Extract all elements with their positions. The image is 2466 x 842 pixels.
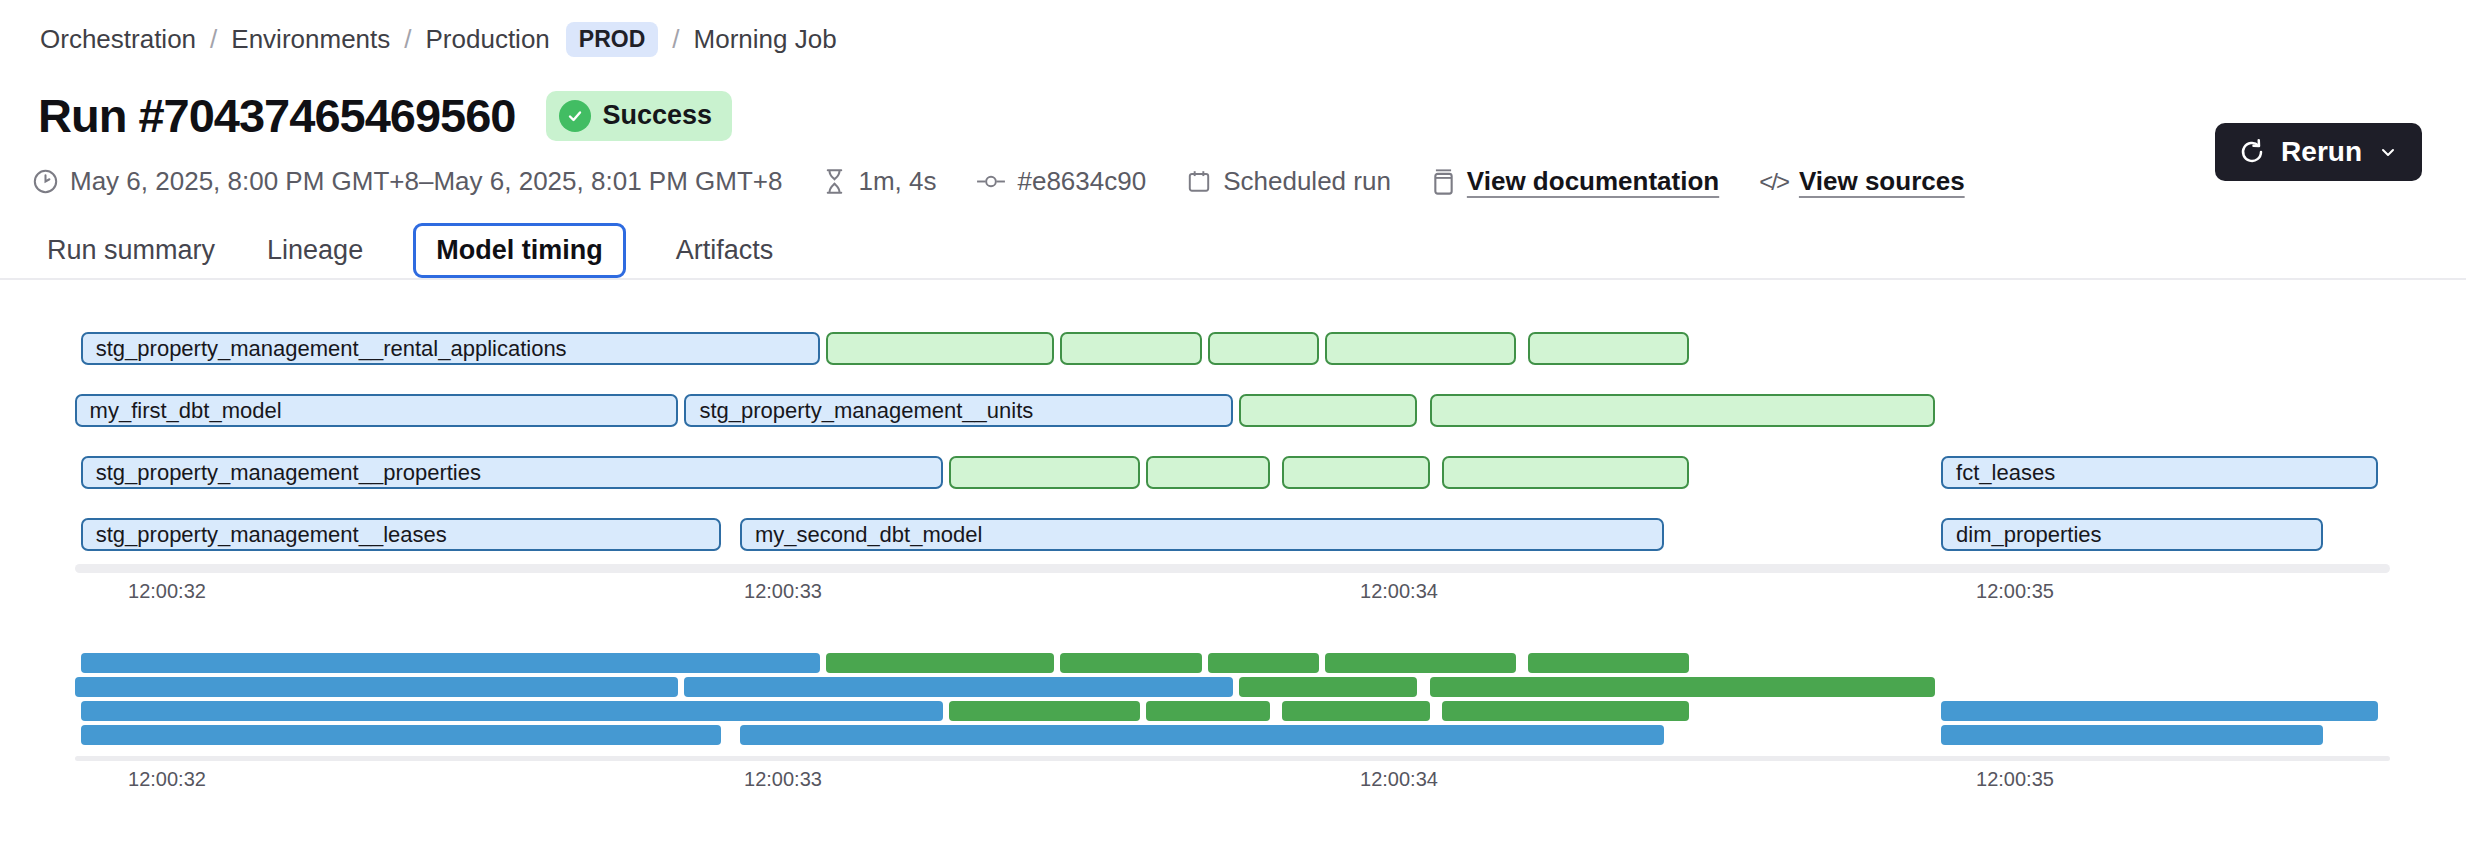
breadcrumb-separator: / <box>404 24 411 55</box>
minimap-bar[interactable] <box>1146 701 1269 721</box>
axis-tick-label: 12:00:33 <box>744 580 822 603</box>
git-commit-icon <box>976 168 1006 195</box>
view-documentation-link-wrap: View documentation <box>1431 166 1719 197</box>
axis-tick-label: 12:00:32 <box>128 768 206 791</box>
tab-artifacts[interactable]: Artifacts <box>674 226 776 275</box>
minimap-bar-my_second_dbt_model[interactable] <box>740 725 1664 745</box>
minimap-bar[interactable] <box>1528 653 1688 673</box>
minimap-bar[interactable] <box>826 653 1054 673</box>
minimap-bar-stg_property_management__rental_applications[interactable] <box>81 653 820 673</box>
gantt-bar[interactable] <box>1325 332 1516 365</box>
clock-icon <box>32 168 59 195</box>
tab-lineage[interactable]: Lineage <box>265 226 365 275</box>
minimap-bar-my_first_dbt_model[interactable] <box>75 677 679 697</box>
rerun-button[interactable]: Rerun <box>2215 123 2422 181</box>
run-time-range: May 6, 2025, 8:00 PM GMT+8–May 6, 2025, … <box>32 166 782 197</box>
gantt-bar[interactable] <box>1208 332 1319 365</box>
axis-tick-label: 12:00:34 <box>1360 580 1438 603</box>
minimap-bar[interactable] <box>1325 653 1516 673</box>
run-detail-page: Orchestration / Environments / Productio… <box>0 0 2466 842</box>
breadcrumb-separator: / <box>210 24 217 55</box>
horizontal-scrollbar[interactable] <box>75 564 2390 573</box>
title-row: Run #70437465469560 Success <box>38 88 732 143</box>
gantt-bar-stg_property_management__rental_applications[interactable]: stg_property_management__rental_applicat… <box>81 332 820 365</box>
breadcrumb-production[interactable]: Production <box>426 24 550 55</box>
status-label: Success <box>603 100 713 131</box>
minimap-bar[interactable] <box>1430 677 1935 697</box>
axis-tick-label: 12:00:33 <box>744 768 822 791</box>
minimap-brush-track[interactable] <box>75 756 2390 761</box>
axis-tick-label: 12:00:35 <box>1976 580 2054 603</box>
run-tabs: Run summary Lineage Model timing Artifac… <box>45 222 775 278</box>
refresh-icon <box>2237 137 2267 167</box>
gantt-bar[interactable] <box>949 456 1140 489</box>
status-badge: Success <box>546 91 733 141</box>
page-title: Run #70437465469560 <box>38 88 516 143</box>
minimap-bar[interactable] <box>1442 701 1688 721</box>
commit-hash: #e8634c90 <box>976 166 1146 197</box>
view-sources-link-wrap: </> View sources <box>1759 166 1964 197</box>
run-meta-row: May 6, 2025, 8:00 PM GMT+8–May 6, 2025, … <box>32 166 1965 197</box>
hourglass-icon <box>822 168 847 195</box>
gantt-bar[interactable] <box>1146 456 1269 489</box>
gantt-bar-stg_property_management__properties[interactable]: stg_property_management__properties <box>81 456 943 489</box>
tab-model-timing[interactable]: Model timing <box>413 223 625 278</box>
gantt-bar-stg_property_management__leases[interactable]: stg_property_management__leases <box>81 518 722 551</box>
breadcrumb-environments[interactable]: Environments <box>231 24 390 55</box>
tabs-divider <box>0 278 2466 280</box>
minimap-bar-stg_property_management__properties[interactable] <box>81 701 943 721</box>
rerun-label: Rerun <box>2281 136 2362 168</box>
minimap-bar[interactable] <box>1208 653 1319 673</box>
minimap-bar-fct_leases[interactable] <box>1941 701 2378 721</box>
axis-tick-label: 12:00:34 <box>1360 768 1438 791</box>
run-trigger: Scheduled run <box>1186 166 1391 197</box>
gantt-bar[interactable] <box>1528 332 1688 365</box>
minimap-bar[interactable] <box>949 701 1140 721</box>
gantt-bar[interactable] <box>1282 456 1430 489</box>
view-sources-link[interactable]: View sources <box>1799 166 1965 197</box>
minimap-bar[interactable] <box>1239 677 1418 697</box>
minimap-bar[interactable] <box>1282 701 1430 721</box>
check-icon <box>559 100 591 132</box>
document-icon <box>1431 168 1456 196</box>
code-icon: </> <box>1759 168 1788 196</box>
breadcrumb-separator: / <box>672 24 679 55</box>
gantt-bar-dim_properties[interactable]: dim_properties <box>1941 518 2323 551</box>
gantt-bar[interactable] <box>826 332 1054 365</box>
minimap-bar-stg_property_management__units[interactable] <box>684 677 1232 697</box>
breadcrumb-orchestration[interactable]: Orchestration <box>40 24 196 55</box>
breadcrumb-morning-job[interactable]: Morning Job <box>694 24 837 55</box>
gantt-bar-my_first_dbt_model[interactable]: my_first_dbt_model <box>75 394 679 427</box>
gantt-bar[interactable] <box>1239 394 1418 427</box>
minimap-bar-stg_property_management__leases[interactable] <box>81 725 722 745</box>
gantt-bar-fct_leases[interactable]: fct_leases <box>1941 456 2378 489</box>
gantt-bar[interactable] <box>1060 332 1202 365</box>
gantt-bar[interactable] <box>1442 456 1688 489</box>
calendar-icon <box>1186 168 1212 195</box>
axis-tick-label: 12:00:35 <box>1976 768 2054 791</box>
axis-tick-label: 12:00:32 <box>128 580 206 603</box>
run-duration: 1m, 4s <box>822 166 936 197</box>
chevron-down-icon <box>2376 140 2400 164</box>
minimap-bar[interactable] <box>1060 653 1202 673</box>
minimap-bar-dim_properties[interactable] <box>1941 725 2323 745</box>
gantt-bar[interactable] <box>1430 394 1935 427</box>
breadcrumb: Orchestration / Environments / Productio… <box>40 22 837 57</box>
view-documentation-link[interactable]: View documentation <box>1467 166 1719 197</box>
gantt-bar-stg_property_management__units[interactable]: stg_property_management__units <box>684 394 1232 427</box>
environment-badge: PROD <box>566 22 658 57</box>
tab-run-summary[interactable]: Run summary <box>45 226 217 275</box>
gantt-bar-my_second_dbt_model[interactable]: my_second_dbt_model <box>740 518 1664 551</box>
